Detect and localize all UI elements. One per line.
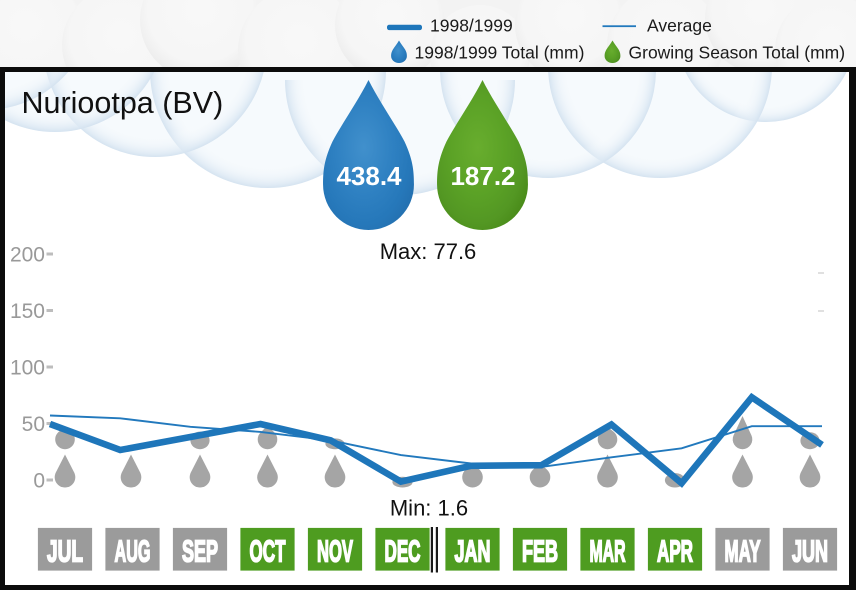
svg-text:0: 0 (33, 470, 45, 493)
svg-text:JUL: JUL (47, 534, 83, 569)
svg-text:JUN: JUN (792, 534, 828, 569)
svg-text:1998/1999 Total (mm): 1998/1999 Total (mm) (415, 43, 585, 63)
svg-text:SEP: SEP (182, 534, 218, 569)
svg-text:150: 150 (10, 300, 45, 323)
svg-text:MAR: MAR (590, 534, 626, 569)
svg-text:OCT: OCT (250, 534, 286, 569)
svg-text:NOV: NOV (317, 534, 353, 569)
svg-text:100: 100 (10, 357, 45, 380)
svg-text:200: 200 (10, 244, 45, 267)
svg-text:Growing Season Total (mm): Growing Season Total (mm) (629, 43, 846, 63)
svg-text:Min: 1.6: Min: 1.6 (390, 496, 468, 521)
svg-text:FEB: FEB (522, 534, 558, 569)
svg-text:JAN: JAN (455, 534, 491, 569)
svg-text:AUG: AUG (115, 534, 151, 569)
svg-text:50: 50 (22, 413, 45, 436)
svg-text:Max: 77.6: Max: 77.6 (380, 239, 477, 264)
svg-text:Average: Average (647, 16, 712, 36)
svg-text:438.4: 438.4 (336, 161, 402, 191)
svg-text:DEC: DEC (385, 534, 421, 569)
svg-text:1998/1999: 1998/1999 (430, 16, 513, 36)
svg-text:APR: APR (657, 534, 693, 569)
svg-text:Nuriootpa (BV): Nuriootpa (BV) (22, 86, 224, 120)
svg-text:MAY: MAY (725, 534, 761, 569)
svg-text:187.2: 187.2 (450, 161, 515, 191)
